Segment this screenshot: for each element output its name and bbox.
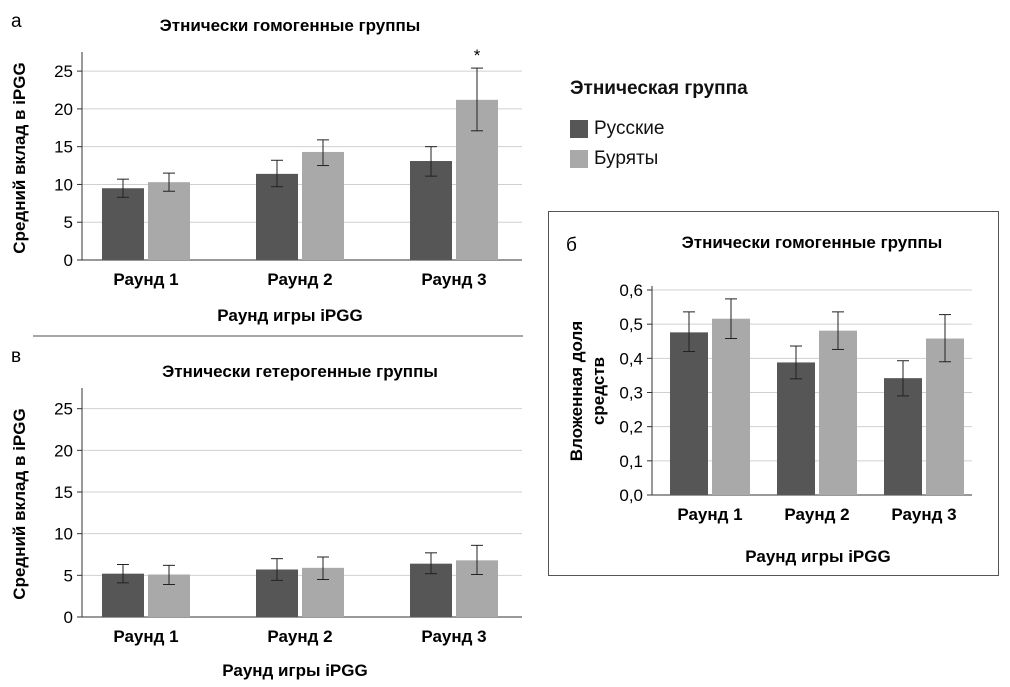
panel-letter-v: в [11, 346, 21, 367]
legend-item-buryats: Буряты [570, 148, 748, 170]
ytick-label-b-3: 0,3 [619, 384, 643, 403]
legend-title: Этническая группа [570, 78, 748, 99]
panel-b-frame [548, 211, 999, 576]
panel-letter-b: б [566, 235, 577, 256]
bar-a-russians-2 [256, 173, 298, 260]
bar-b-buryats-2 [819, 330, 857, 495]
bar-a-buryats-1 [148, 182, 190, 260]
x-axis-label-b: Раунд игры iPGG [745, 547, 890, 566]
ytick-label-v-3: 15 [54, 483, 73, 502]
ytick-label-a-1: 5 [64, 213, 73, 232]
bar-b-russians-3 [884, 378, 922, 495]
significance-marker-a-0: * [474, 46, 481, 65]
category-label-a-2: Раунд 2 [267, 270, 332, 289]
category-label-v-2: Раунд 2 [267, 627, 332, 646]
bar-b-russians-2 [777, 362, 815, 495]
category-label-b-2: Раунд 2 [784, 505, 849, 524]
chart-title-a: Этнически гомогенные группы [160, 16, 421, 35]
ytick-label-v-5: 25 [54, 400, 73, 419]
category-label-a-3: Раунд 3 [421, 270, 486, 289]
bar-b-buryats-1 [712, 318, 750, 495]
ytick-label-a-4: 20 [54, 100, 73, 119]
ytick-label-v-2: 10 [54, 525, 73, 544]
category-label-v-1: Раунд 1 [113, 627, 178, 646]
ytick-label-b-6: 0,6 [619, 281, 643, 300]
ytick-label-b-5: 0,5 [619, 315, 643, 334]
ytick-label-a-5: 25 [54, 62, 73, 81]
bar-b-buryats-3 [926, 338, 964, 495]
legend-swatch-russians [570, 120, 588, 138]
chart-a: а Этнически гомогенные группы 0 5 10 15 20 25 Ра… [10, 11, 522, 325]
legend-swatch-buryats [570, 150, 588, 168]
category-label-v-3: Раунд 3 [421, 627, 486, 646]
chart-title-v: Этнически гетерогенные группы [162, 362, 438, 381]
category-label-b-1: Раунд 1 [677, 505, 742, 524]
bar-a-russians-1 [102, 188, 144, 260]
y-axis-label-b: Вложенная доля средств [567, 321, 608, 461]
ytick-label-b-2: 0,2 [619, 418, 643, 437]
ytick-label-a-3: 15 [54, 138, 73, 157]
x-axis-label-a: Раунд игры iPGG [217, 306, 362, 325]
y-axis-label-line-1: Вложенная доля [567, 321, 586, 461]
ytick-label-v-0: 0 [64, 608, 73, 627]
bar-b-russians-1 [670, 332, 708, 495]
y-axis-label-line-2: средств [589, 357, 608, 425]
ytick-label-a-0: 0 [64, 251, 73, 270]
ytick-label-b-4: 0,4 [619, 349, 643, 368]
chart-v: в Этнически гетерогенные группы 0 5 10 15 20 25… [10, 346, 522, 680]
legend: Этническая группа Русские Буряты [570, 78, 748, 178]
legend-label-buryats: Буряты [594, 148, 659, 169]
x-axis-label-v: Раунд игры iPGG [222, 661, 367, 680]
y-axis-label-a: Средний вклад в iPGG [10, 62, 29, 253]
legend-label-russians: Русские [594, 118, 665, 139]
legend-item-russians: Русские [570, 118, 748, 140]
ytick-label-b-1: 0,1 [619, 452, 643, 471]
ytick-label-a-2: 10 [54, 175, 73, 194]
ytick-label-b-0: 0,0 [619, 486, 643, 505]
ytick-label-v-4: 20 [54, 441, 73, 460]
bar-a-russians-3 [410, 161, 452, 260]
ytick-label-v-1: 5 [64, 566, 73, 585]
bar-a-buryats-2 [302, 151, 344, 260]
chart-title-b: Этнически гомогенные группы [682, 233, 943, 252]
y-axis-label-v: Средний вклад в iPGG [10, 408, 29, 599]
category-label-b-3: Раунд 3 [891, 505, 956, 524]
panel-letter-a: а [11, 11, 22, 32]
chart-b: б Этнически гомогенные группы 0,0 0,1 0,2 0,3… [566, 233, 972, 566]
category-label-a-1: Раунд 1 [113, 270, 178, 289]
